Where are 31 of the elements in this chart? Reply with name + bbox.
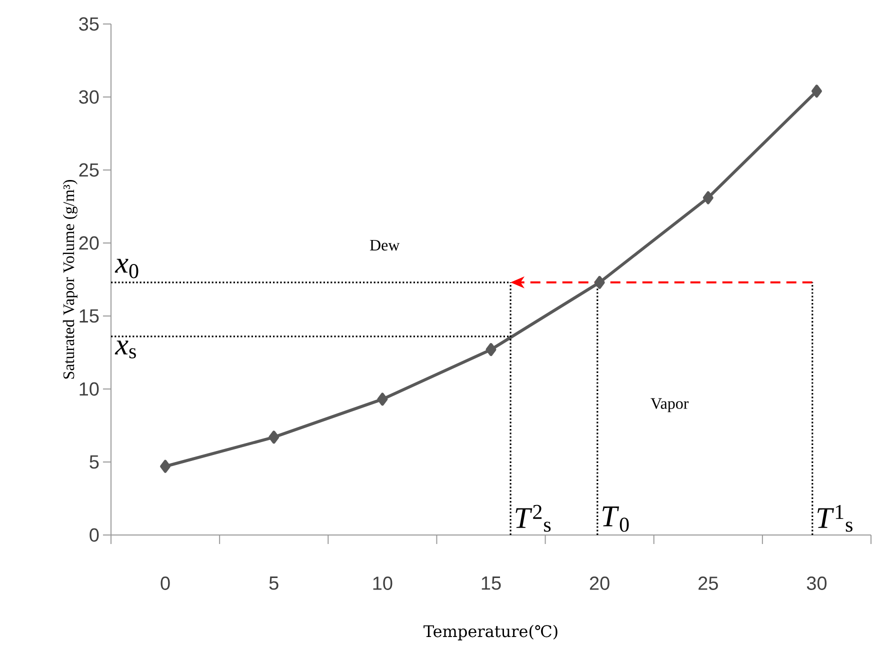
ref-line-label: T$^{1}$s [818,504,852,532]
y-tick-label: 30 [79,90,99,104]
y-tick-label: 20 [79,236,99,250]
point [377,392,388,406]
y-tick-label: 25 [79,163,99,177]
x-tick-label: 25 [698,576,718,590]
y-tick-label: 15 [80,309,99,323]
x-tick-label: 15 [482,576,501,590]
x-tick-label: 0 [160,576,170,590]
annotation: Dew [370,240,400,251]
x-axis-title: Temperature(℃) [424,624,558,640]
y-tick-label: 35 [79,17,99,31]
x-tick-label: 10 [373,576,392,590]
point [160,460,171,473]
y-tick-label: 5 [90,455,99,469]
x-tick-label: 30 [806,576,827,590]
x-tick-label: 20 [590,576,610,590]
point [268,430,280,444]
x-tick-label: 5 [269,576,278,590]
ref-line-label: T$^{2}$s [516,504,551,532]
ref-line-label: x$_{0}$ [114,258,138,278]
y-axis-title: Saturated Vapor Volume (g/m³) [62,180,78,379]
ref-line-label: x$_{s}$ [114,340,136,358]
point [702,191,714,204]
y-tick-label: 10 [80,382,99,396]
point [594,276,605,289]
ref-line-label: T$_{0}$ [602,506,629,532]
point [811,84,822,98]
y-tick-label: 0 [90,528,99,542]
point [486,343,496,356]
annotation: Vapor [650,398,689,412]
